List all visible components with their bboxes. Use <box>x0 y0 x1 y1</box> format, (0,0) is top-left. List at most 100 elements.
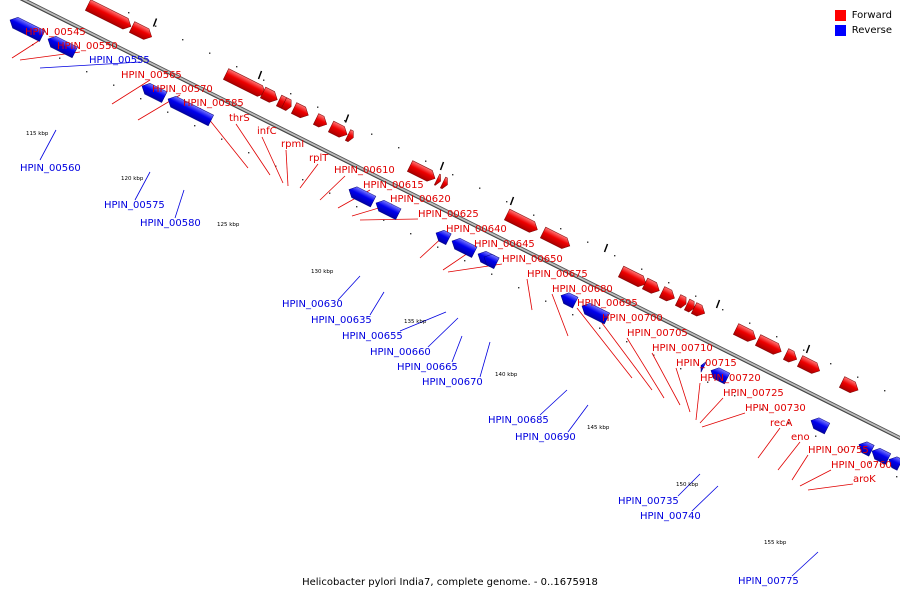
forward-gene-label: HPIN_00680 <box>552 284 613 295</box>
leader-line <box>539 389 568 416</box>
forward-gene-arrow <box>128 21 152 40</box>
reverse-gene-label: HPIN_00580 <box>140 218 201 229</box>
leader-line <box>285 149 289 187</box>
leader-line <box>451 335 463 363</box>
forward-gene-arrow <box>754 334 782 355</box>
forward-gene-arrow <box>658 286 675 302</box>
leader-line <box>134 171 151 201</box>
forward-gene-label: eno <box>791 432 810 443</box>
forward-gene-arrow <box>674 294 687 309</box>
forward-gene-label: HPIN_00675 <box>527 269 588 280</box>
reverse-gene-arrow <box>858 441 875 457</box>
leader-line <box>677 473 701 497</box>
forward-gene-label: HPIN_00720 <box>700 373 761 384</box>
leader-line <box>479 341 491 378</box>
forward-gene-arrow <box>84 0 132 30</box>
leader-line <box>691 485 719 512</box>
reverse-gene-label: HPIN_00775 <box>738 576 799 587</box>
forward-gene-label: HPIN_00715 <box>676 358 737 369</box>
forward-gene-arrow <box>690 302 706 317</box>
forward-gene-arrow <box>539 226 571 249</box>
reverse-gene-arrow <box>560 292 579 309</box>
leader-line <box>757 427 781 459</box>
scale-label: 150 kbp <box>676 482 699 488</box>
reverse-gene-arrow <box>47 36 78 59</box>
forward-gene-arrow <box>683 298 695 313</box>
forward-gene-label: HPIN_00545 <box>25 27 86 38</box>
reverse-gene-label: HPIN_00555 <box>89 55 150 66</box>
reverse-gene-label: HPIN_00635 <box>311 315 372 326</box>
leader-line <box>567 404 589 433</box>
reverse-gene-label: HPIN_00655 <box>342 331 403 342</box>
leader-line <box>699 397 724 424</box>
reverse-gene-label: HPIN_00685 <box>488 415 549 426</box>
leader-line <box>807 483 854 491</box>
forward-gene-label: HPIN_00705 <box>627 328 688 339</box>
reverse-gene-arrow <box>710 367 731 385</box>
leader-line <box>675 367 691 413</box>
forward-gene-label: HPIN_00620 <box>390 194 451 205</box>
leader-line <box>799 469 832 487</box>
leader-line <box>601 322 653 391</box>
forward-swatch <box>834 10 846 21</box>
scale-label: 135 kbp <box>404 319 427 325</box>
reverse-gene-arrow <box>348 186 377 208</box>
forward-gene-label: HPIN_00650 <box>502 254 563 265</box>
reverse-gene-arrow <box>700 361 707 373</box>
forward-gene-arrow <box>327 120 348 138</box>
leader-line <box>39 61 141 69</box>
leader-line <box>235 123 271 176</box>
forward-gene-arrow <box>796 355 820 374</box>
reverse-gene-arrow <box>435 230 452 245</box>
reverse-swatch <box>834 25 846 36</box>
leader-line <box>777 441 801 471</box>
reverse-gene-label: HPIN_00575 <box>104 200 165 211</box>
forward-gene-arrow <box>617 265 647 287</box>
reverse-gene-arrow <box>9 17 46 42</box>
reverse-gene-label: HPIN_00665 <box>397 362 458 373</box>
forward-gene-arrow <box>641 277 660 294</box>
reverse-gene-arrow <box>581 303 611 325</box>
legend-reverse: Reverse <box>834 23 892 38</box>
leader-line <box>551 293 569 337</box>
legend-forward-label: Forward <box>851 10 892 21</box>
forward-gene-arrow <box>344 129 354 143</box>
scale-label: 125 kbp <box>217 222 240 228</box>
reverse-gene-label: HPIN_00560 <box>20 163 81 174</box>
leader-line <box>174 189 185 219</box>
reverse-gene-arrow <box>141 83 168 103</box>
forward-gene-label: HPIN_00760 <box>831 460 892 471</box>
forward-gene-label: HPIN_00615 <box>363 180 424 191</box>
forward-gene-arrow <box>280 97 292 111</box>
forward-gene-label: infC <box>257 126 277 137</box>
forward-gene-arrow <box>312 113 328 128</box>
forward-gene-label: aroK <box>853 474 876 485</box>
forward-gene-arrow <box>406 160 436 182</box>
leader-line <box>319 175 346 201</box>
leader-line <box>576 307 633 379</box>
forward-gene-label: rpmI <box>281 139 304 150</box>
reverse-gene-label: HPIN_00735 <box>618 496 679 507</box>
scale-label: 140 kbp <box>495 372 518 378</box>
forward-gene-arrow <box>503 208 538 233</box>
forward-gene-arrow <box>782 348 798 363</box>
forward-gene-label: HPIN_00550 <box>57 41 118 52</box>
leader-line <box>701 412 746 428</box>
forward-gene-label: HPIN_00645 <box>474 239 535 250</box>
leader-line <box>337 275 361 301</box>
reverse-gene-arrow <box>375 200 402 220</box>
leader-line <box>626 337 665 399</box>
forward-gene-arrow <box>259 86 278 103</box>
leader-line <box>695 382 701 421</box>
reverse-gene-arrow <box>167 96 214 127</box>
forward-gene-arrow <box>290 102 309 119</box>
forward-gene-label: HPIN_00565 <box>121 70 182 81</box>
legend-reverse-label: Reverse <box>851 25 892 36</box>
scale-dots <box>32 12 898 478</box>
reverse-gene-label: HPIN_00630 <box>282 299 343 310</box>
leader-line <box>791 454 809 481</box>
reverse-gene-label: HPIN_00660 <box>370 347 431 358</box>
leader-line <box>791 551 819 577</box>
leader-line <box>399 311 447 332</box>
